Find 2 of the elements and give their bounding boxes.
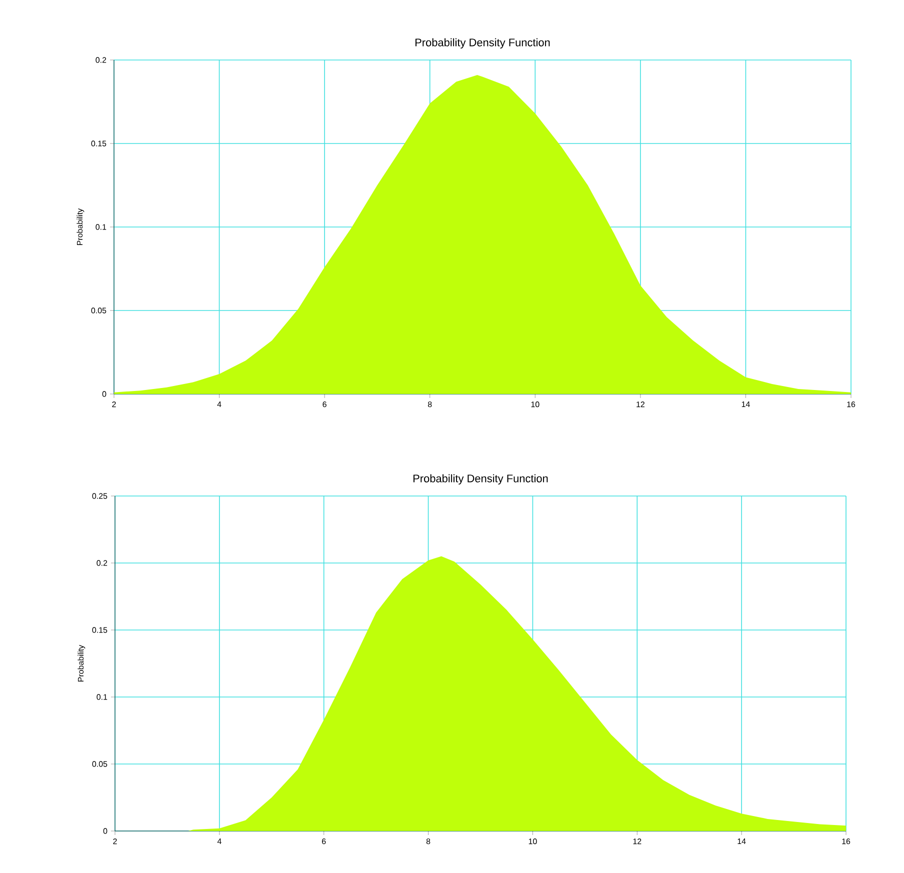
chart-title: Probability Density Function bbox=[415, 38, 550, 48]
chart-title: Probability Density Function bbox=[413, 474, 548, 484]
